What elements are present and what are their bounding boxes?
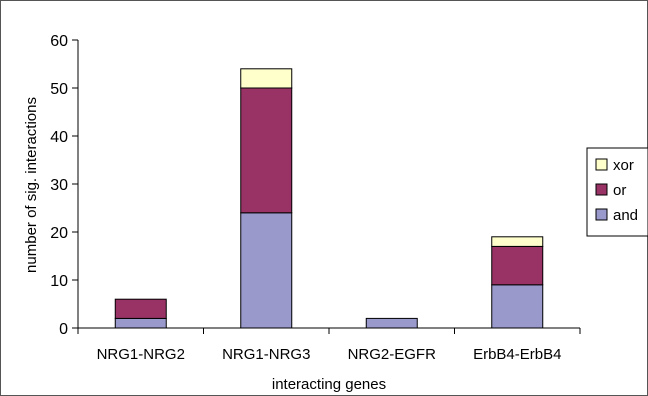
bar-segment-xor	[240, 68, 293, 89]
y-tick-label: 30	[50, 177, 68, 194]
bar-segment-xor	[491, 236, 544, 247]
legend-label-xor: xor	[613, 157, 634, 174]
legend-swatch-or	[595, 183, 608, 196]
legend: xor or and	[586, 147, 648, 237]
y-ticks: 0 10 20 30 40 50 60	[50, 33, 78, 338]
bar-segment-or	[491, 245, 544, 286]
x-category-label: NRG2-EGFR	[348, 346, 437, 363]
x-category-label: ErbB4-ErbB4	[473, 346, 561, 363]
bars	[114, 68, 544, 329]
x-category-label: NRG1-NRG2	[97, 346, 185, 363]
y-tick-label: 50	[50, 81, 68, 98]
legend-label-and: and	[613, 207, 638, 224]
bar-segment-and	[365, 317, 418, 329]
y-axis-title: number of sig. interactions	[23, 97, 40, 273]
y-tick-label: 0	[59, 321, 68, 338]
y-tick-label: 60	[50, 33, 68, 50]
legend-swatch-and	[595, 208, 608, 221]
category-labels: NRG1-NRG2 NRG1-NRG3 NRG2-EGFR ErbB4-ErbB4	[97, 346, 562, 363]
legend-label-or: or	[613, 182, 626, 199]
y-tick-label: 40	[50, 129, 68, 146]
bar-segment-or	[240, 87, 293, 214]
bar-segment-and	[114, 317, 167, 329]
bar-segment-or	[114, 298, 167, 319]
legend-swatch-xor	[595, 158, 608, 171]
y-tick-label: 10	[50, 273, 68, 290]
y-tick-label: 20	[50, 225, 68, 242]
x-axis-title: interacting genes	[272, 376, 386, 393]
bar-segment-and	[240, 212, 293, 329]
bar-segment-and	[491, 284, 544, 329]
x-category-label: NRG1-NRG3	[222, 346, 310, 363]
